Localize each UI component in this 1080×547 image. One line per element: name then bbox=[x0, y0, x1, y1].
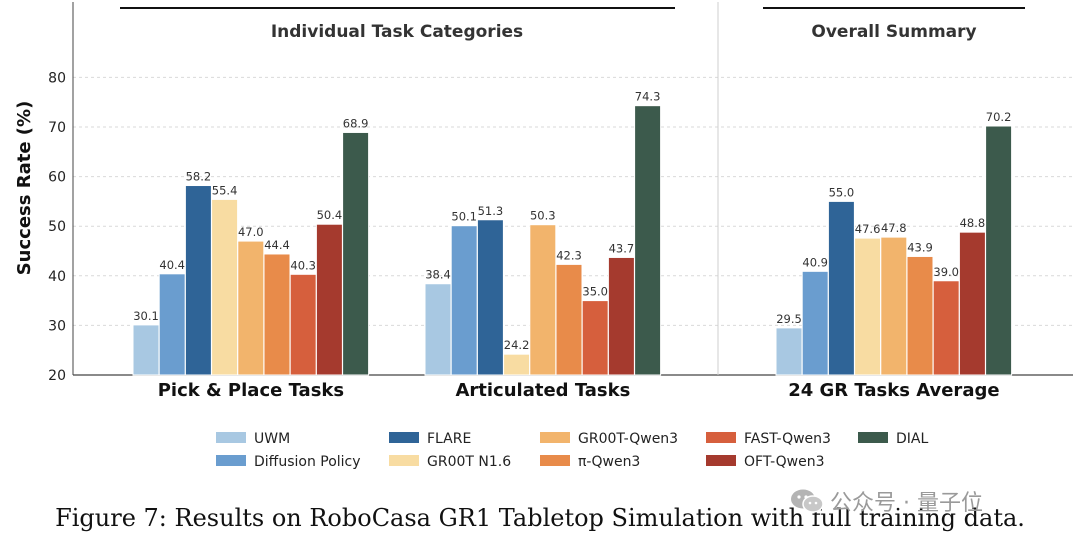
bar bbox=[906, 255, 934, 376]
bar-value-label: 43.7 bbox=[609, 241, 635, 255]
bar-chart: 20 30 40 50 60 70 80 Success Rate (%) Individual… bbox=[14, 2, 1073, 470]
y-tick-label: 60 bbox=[48, 170, 66, 186]
legend-label: Diffusion Policy bbox=[254, 454, 361, 470]
x-category-label: 24 GR Tasks Average bbox=[788, 380, 999, 401]
bar-value-label: 40.9 bbox=[802, 255, 828, 269]
bar bbox=[880, 236, 908, 376]
watermark-text: 公众号 · 量子位 bbox=[830, 491, 983, 516]
watermark: 公众号 · 量子位 bbox=[790, 485, 983, 517]
bar-value-label: 50.4 bbox=[317, 208, 343, 222]
bar-value-label: 38.4 bbox=[425, 268, 451, 282]
y-tick-label: 40 bbox=[48, 269, 66, 285]
legend-swatch bbox=[706, 455, 736, 466]
bar bbox=[184, 185, 212, 376]
x-category-label: Articulated Tasks bbox=[455, 380, 630, 401]
bar-value-label: 47.0 bbox=[238, 225, 264, 239]
bar bbox=[476, 219, 504, 376]
bar-value-label: 55.4 bbox=[212, 183, 238, 197]
bar bbox=[775, 327, 803, 376]
bar bbox=[289, 273, 317, 376]
bar-value-label: 39.0 bbox=[933, 265, 959, 279]
bar bbox=[424, 283, 452, 376]
legend-label: UWM bbox=[254, 431, 290, 447]
legend-swatch bbox=[389, 432, 419, 443]
y-tick-label: 20 bbox=[48, 368, 66, 384]
bar-value-label: 68.9 bbox=[343, 116, 369, 130]
bar-value-label: 70.2 bbox=[986, 110, 1012, 124]
bar-value-label: 43.9 bbox=[907, 240, 933, 254]
bar bbox=[237, 240, 265, 376]
bar-value-label: 47.8 bbox=[881, 221, 907, 235]
bar bbox=[450, 225, 478, 376]
wechat-icon bbox=[791, 489, 824, 513]
figure-caption: Figure 7: Results on RoboCasa GR1 Tablet… bbox=[55, 504, 1025, 532]
bar-value-label: 35.0 bbox=[582, 285, 608, 299]
bar-value-label: 42.3 bbox=[556, 248, 582, 262]
bar bbox=[932, 280, 960, 376]
bar bbox=[529, 224, 557, 376]
legend-label: GR00T N1.6 bbox=[427, 454, 511, 470]
bar bbox=[827, 200, 855, 376]
bar-value-label: 30.1 bbox=[133, 309, 159, 323]
legend-label: DIAL bbox=[896, 431, 928, 447]
bar-value-label: 55.0 bbox=[829, 185, 855, 199]
bar bbox=[342, 131, 370, 376]
panel-title: Overall Summary bbox=[811, 22, 976, 42]
bar-value-label: 44.4 bbox=[264, 238, 290, 252]
legend-label: OFT-Qwen3 bbox=[744, 454, 825, 470]
bar-value-label: 58.2 bbox=[186, 170, 212, 184]
bar bbox=[158, 273, 186, 376]
legend-swatch bbox=[540, 432, 570, 443]
bar-value-label: 50.1 bbox=[451, 210, 477, 224]
bar bbox=[607, 256, 635, 376]
bar-value-label: 74.3 bbox=[635, 90, 661, 104]
bar bbox=[132, 324, 160, 376]
bar bbox=[985, 125, 1013, 376]
legend-swatch bbox=[706, 432, 736, 443]
legend-swatch bbox=[216, 455, 246, 466]
y-tick-label: 70 bbox=[48, 120, 66, 136]
bar-value-label: 47.6 bbox=[855, 222, 881, 236]
bar bbox=[555, 263, 583, 376]
legend-swatch bbox=[389, 455, 419, 466]
bar bbox=[315, 223, 343, 376]
bar bbox=[958, 231, 986, 376]
bar-value-label: 40.4 bbox=[159, 258, 185, 272]
x-category-label: Pick & Place Tasks bbox=[158, 380, 344, 401]
bar-value-label: 29.5 bbox=[776, 312, 802, 326]
legend-label: π-Qwen3 bbox=[578, 454, 640, 470]
legend-swatch bbox=[540, 455, 570, 466]
bar bbox=[263, 253, 291, 376]
legend-label: FLARE bbox=[427, 431, 471, 447]
y-tick-label: 30 bbox=[48, 318, 66, 334]
legend-label: FAST-Qwen3 bbox=[744, 431, 831, 447]
bar bbox=[634, 105, 662, 376]
bar bbox=[211, 198, 239, 376]
y-tick-label: 50 bbox=[48, 219, 66, 235]
y-tick-label: 80 bbox=[48, 70, 66, 86]
bar-value-label: 40.3 bbox=[290, 258, 316, 272]
legend-swatch bbox=[216, 432, 246, 443]
legend-label: GR00T-Qwen3 bbox=[578, 431, 678, 447]
bar-value-label: 51.3 bbox=[478, 204, 504, 218]
bar-value-label: 50.3 bbox=[530, 209, 556, 223]
bar bbox=[503, 353, 531, 376]
legend-swatch bbox=[858, 432, 888, 443]
y-axis-label: Success Rate (%) bbox=[14, 101, 35, 276]
bar bbox=[801, 270, 829, 376]
panel-title: Individual Task Categories bbox=[271, 22, 523, 42]
bar bbox=[581, 300, 609, 376]
bar bbox=[854, 237, 882, 376]
bar-value-label: 24.2 bbox=[504, 338, 530, 352]
bar-value-label: 48.8 bbox=[960, 216, 986, 230]
